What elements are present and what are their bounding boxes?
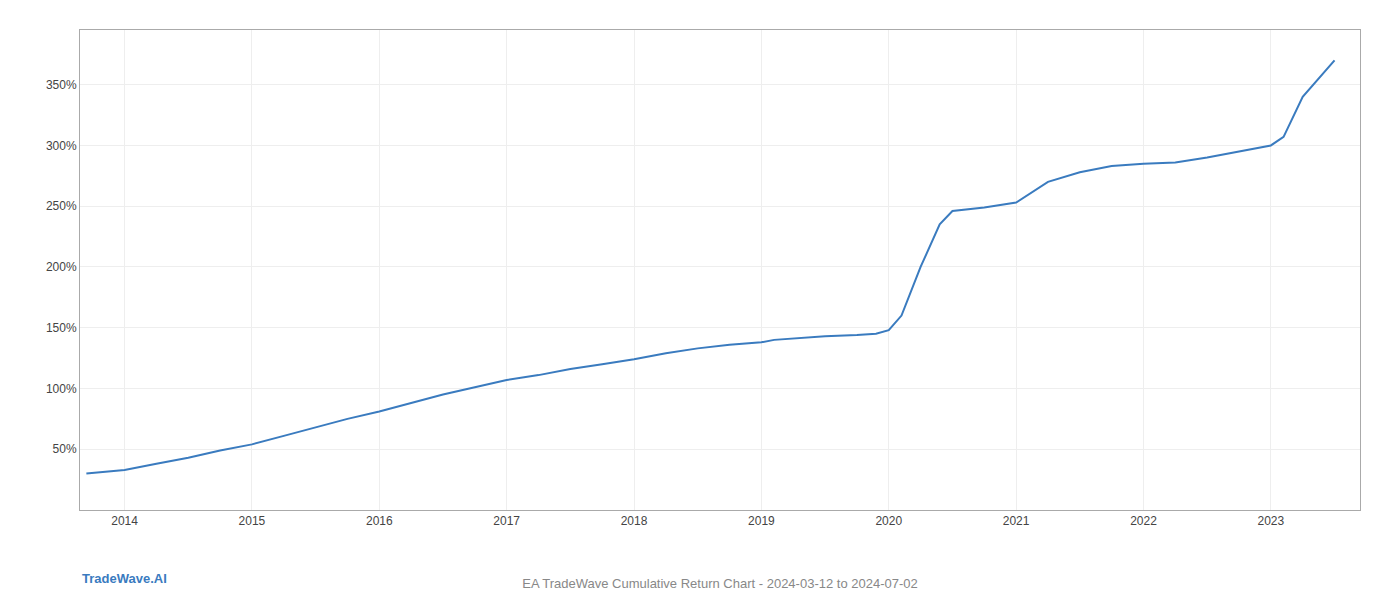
svg-text:250%: 250% bbox=[46, 199, 77, 213]
svg-text:200%: 200% bbox=[46, 260, 77, 274]
svg-text:100%: 100% bbox=[46, 382, 77, 396]
svg-text:2023: 2023 bbox=[1257, 514, 1284, 528]
svg-text:2021: 2021 bbox=[1003, 514, 1030, 528]
svg-text:2017: 2017 bbox=[493, 514, 520, 528]
svg-text:300%: 300% bbox=[46, 139, 77, 153]
svg-text:2018: 2018 bbox=[621, 514, 648, 528]
svg-text:2022: 2022 bbox=[1130, 514, 1157, 528]
svg-text:2016: 2016 bbox=[366, 514, 393, 528]
svg-text:150%: 150% bbox=[46, 321, 77, 335]
svg-text:EA TradeWave Cumulative Return: EA TradeWave Cumulative Return Chart - 2… bbox=[522, 576, 918, 591]
svg-text:2014: 2014 bbox=[111, 514, 138, 528]
svg-text:350%: 350% bbox=[46, 78, 77, 92]
svg-text:50%: 50% bbox=[53, 442, 77, 456]
svg-text:2015: 2015 bbox=[239, 514, 266, 528]
svg-text:2020: 2020 bbox=[875, 514, 902, 528]
svg-text:TradeWave.AI: TradeWave.AI bbox=[82, 571, 167, 586]
svg-text:2019: 2019 bbox=[748, 514, 775, 528]
